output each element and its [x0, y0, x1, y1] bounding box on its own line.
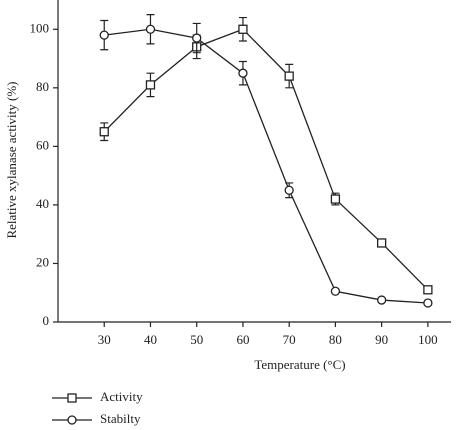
x-tick-label: 100	[418, 332, 438, 347]
legend-marker	[67, 415, 77, 425]
x-tick-label: 40	[144, 332, 157, 347]
marker	[423, 285, 433, 295]
x-tick-label: 30	[98, 332, 111, 347]
marker	[145, 80, 156, 90]
marker	[284, 185, 294, 195]
x-tick-label: 50	[190, 332, 203, 347]
legend-label: Stabilty	[100, 411, 141, 426]
x-tick-label: 70	[283, 332, 296, 347]
y-tick-label: 100	[30, 20, 50, 35]
legend-marker	[67, 393, 77, 403]
marker	[99, 127, 109, 137]
marker	[145, 24, 156, 34]
marker	[330, 286, 341, 296]
x-tick-label: 80	[329, 332, 342, 347]
y-axis-label: Relative xylanase activity (%)	[4, 81, 19, 238]
series-line	[104, 28, 428, 304]
y-tick-label: 20	[36, 254, 49, 269]
marker	[99, 30, 109, 40]
legend-label: Activity	[100, 389, 143, 404]
y-tick-label: 80	[36, 79, 49, 94]
x-tick-label: 60	[236, 332, 249, 347]
marker	[192, 33, 202, 43]
marker	[376, 295, 387, 305]
x-tick-label: 90	[375, 332, 388, 347]
marker	[238, 68, 248, 78]
marker	[238, 24, 248, 34]
series-line	[103, 28, 429, 291]
y-tick-label: 60	[36, 137, 49, 152]
y-tick-label: 40	[36, 196, 49, 211]
marker	[330, 194, 341, 204]
x-axis-label: Temperature (°C)	[254, 357, 345, 372]
marker	[423, 298, 433, 308]
marker	[376, 238, 387, 248]
marker	[284, 71, 294, 81]
y-tick-label: 0	[43, 313, 50, 328]
